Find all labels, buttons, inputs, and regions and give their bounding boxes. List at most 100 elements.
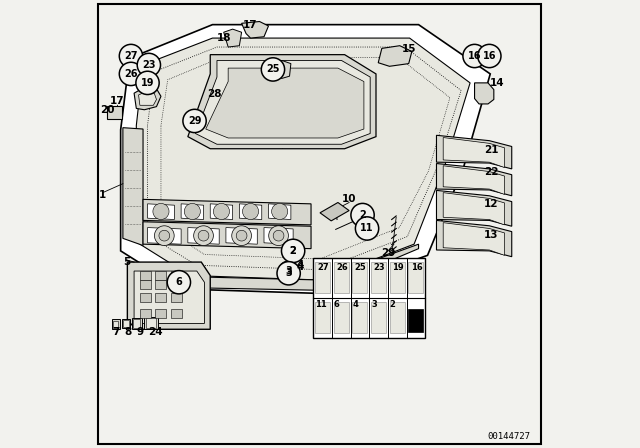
Polygon shape (239, 204, 262, 220)
Polygon shape (475, 83, 494, 104)
Text: 1: 1 (99, 190, 106, 200)
Polygon shape (436, 164, 512, 196)
Text: 18: 18 (216, 33, 231, 43)
Text: 4: 4 (296, 262, 303, 271)
Polygon shape (121, 25, 490, 293)
Text: 7: 7 (113, 327, 120, 337)
Bar (140, 271, 151, 280)
Text: 21: 21 (484, 145, 499, 155)
Text: 5: 5 (123, 257, 130, 267)
Polygon shape (436, 135, 512, 169)
Polygon shape (181, 204, 204, 220)
Circle shape (184, 203, 200, 220)
Text: 23: 23 (142, 60, 156, 70)
Text: 12: 12 (484, 199, 499, 209)
Polygon shape (123, 128, 143, 246)
Text: 2: 2 (390, 300, 396, 309)
Polygon shape (273, 60, 291, 78)
Circle shape (198, 230, 209, 241)
Text: 6: 6 (333, 300, 340, 309)
Circle shape (154, 226, 174, 246)
Text: 19: 19 (392, 263, 404, 272)
Circle shape (159, 230, 170, 241)
Text: 10: 10 (342, 194, 356, 204)
Bar (132, 318, 141, 329)
Text: 27: 27 (317, 263, 329, 272)
Polygon shape (378, 46, 412, 66)
Circle shape (279, 261, 298, 281)
Text: 16: 16 (468, 51, 481, 61)
Text: 25: 25 (266, 65, 280, 74)
Bar (172, 293, 182, 302)
Polygon shape (143, 222, 311, 249)
Text: 3: 3 (285, 268, 292, 278)
Circle shape (194, 226, 213, 246)
Circle shape (271, 203, 288, 220)
Polygon shape (134, 87, 161, 110)
Text: 9: 9 (136, 327, 143, 337)
Text: 2: 2 (359, 210, 366, 220)
Text: 17: 17 (110, 96, 125, 106)
Text: 19: 19 (141, 78, 154, 88)
Bar (353, 302, 367, 333)
Polygon shape (443, 166, 504, 194)
Bar (314, 258, 426, 338)
Polygon shape (139, 92, 157, 105)
Bar (371, 302, 386, 333)
Text: 8: 8 (125, 327, 132, 337)
Text: 26: 26 (124, 69, 138, 79)
Circle shape (282, 239, 305, 263)
Circle shape (137, 53, 161, 77)
Circle shape (167, 271, 191, 294)
Bar (155, 280, 166, 289)
Circle shape (477, 44, 501, 68)
Polygon shape (269, 204, 291, 220)
Text: 4: 4 (296, 260, 303, 270)
Bar (140, 280, 151, 289)
Circle shape (119, 44, 143, 68)
Text: 3: 3 (371, 300, 377, 309)
Polygon shape (443, 223, 504, 255)
Bar (107, 106, 122, 119)
Polygon shape (224, 29, 242, 47)
Circle shape (355, 217, 379, 240)
Circle shape (351, 203, 374, 227)
Polygon shape (148, 228, 181, 244)
Polygon shape (226, 228, 257, 244)
Bar (155, 293, 166, 302)
Circle shape (273, 230, 284, 241)
Text: 4: 4 (353, 300, 358, 309)
Polygon shape (436, 220, 512, 257)
Bar (408, 262, 424, 293)
Circle shape (183, 109, 206, 133)
Circle shape (213, 203, 230, 220)
Text: 16: 16 (483, 51, 496, 61)
Circle shape (236, 230, 247, 241)
Polygon shape (206, 68, 364, 138)
Text: 27: 27 (124, 51, 138, 61)
Circle shape (261, 58, 285, 81)
Bar (390, 262, 405, 293)
Polygon shape (264, 228, 293, 244)
Polygon shape (143, 199, 311, 225)
Circle shape (119, 62, 143, 86)
Bar (408, 309, 424, 332)
Bar (172, 271, 182, 280)
Circle shape (136, 71, 159, 95)
Polygon shape (195, 60, 370, 144)
Bar (155, 271, 166, 280)
Text: 22: 22 (484, 168, 499, 177)
Polygon shape (443, 138, 504, 168)
Circle shape (269, 226, 289, 246)
Text: 2: 2 (290, 246, 296, 256)
Bar (146, 318, 157, 328)
Polygon shape (148, 204, 174, 220)
Circle shape (463, 44, 486, 68)
Bar (333, 302, 349, 333)
Polygon shape (143, 244, 419, 290)
Bar (315, 302, 330, 333)
Polygon shape (127, 262, 210, 329)
Text: 15: 15 (401, 44, 416, 54)
Circle shape (232, 226, 252, 246)
Text: 26: 26 (336, 263, 348, 272)
